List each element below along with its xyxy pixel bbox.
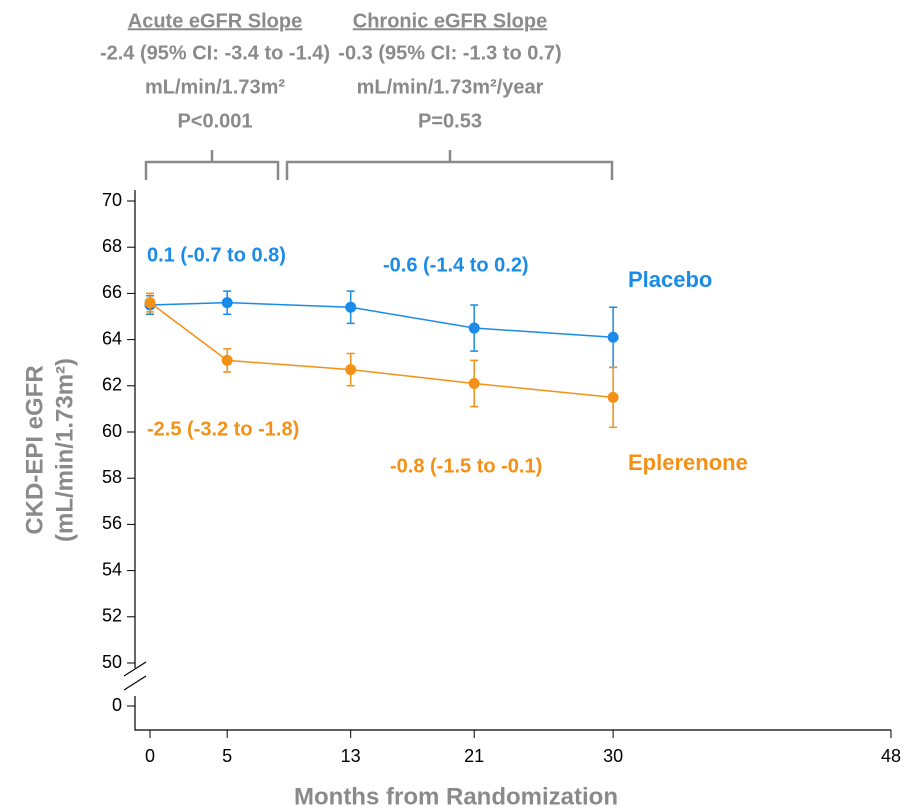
legend-label: Placebo: [628, 267, 712, 292]
x-tick-label: 30: [603, 746, 623, 766]
point: [345, 301, 357, 313]
slope-label: 0.1 (-0.7 to 0.8): [147, 244, 286, 266]
slope-label: -0.6 (-1.4 to 0.2): [383, 254, 529, 276]
y-tick-label: 52: [102, 606, 122, 626]
x-tick-label: 21: [464, 746, 484, 766]
acute-header: Acute eGFR Slope: [128, 10, 302, 32]
y-tick-label: 0: [112, 695, 122, 715]
chronic-header: mL/min/1.73m²/year: [357, 76, 544, 98]
point: [607, 391, 619, 403]
axis-break: [123, 661, 147, 691]
chronic-bracket: [285, 150, 614, 180]
acute-header: mL/min/1.73m²: [145, 76, 285, 98]
x-tick-label: 13: [341, 746, 361, 766]
point: [468, 377, 480, 389]
y-tick-label: 56: [102, 513, 122, 533]
x-axis-title: Months from Randomization: [294, 783, 618, 810]
y-axis-title: CKD-EPI eGFR: [21, 365, 48, 534]
point: [221, 354, 233, 366]
y-axis-title: (mL/min/1.73m²): [51, 358, 78, 542]
chronic-header: Chronic eGFR Slope: [353, 10, 547, 32]
chronic-header: -0.3 (95% CI: -1.3 to 0.7): [338, 42, 561, 64]
x-tick-label: 48: [881, 746, 901, 766]
point: [144, 297, 156, 309]
legend-label: Eplerenone: [628, 450, 748, 475]
point: [221, 297, 233, 309]
y-tick-label: 68: [102, 236, 122, 256]
chronic-header: P=0.53: [418, 110, 482, 132]
point: [345, 364, 357, 376]
series-line: [149, 301, 614, 339]
y-tick-label: 50: [102, 652, 122, 672]
series-line: [149, 302, 614, 399]
acute-header: -2.4 (95% CI: -3.4 to -1.4): [100, 42, 330, 64]
slope-label: -2.5 (-3.2 to -1.8): [147, 418, 299, 440]
y-tick-label: 66: [102, 282, 122, 302]
y-tick-label: 70: [102, 190, 122, 210]
y-tick-label: 60: [102, 421, 122, 441]
acute-header: P<0.001: [177, 110, 252, 132]
point: [607, 331, 619, 343]
axes: [134, 190, 891, 731]
point: [468, 322, 480, 334]
acute-bracket: [144, 150, 280, 180]
y-tick-label: 54: [102, 559, 122, 579]
x-tick-label: 0: [145, 746, 155, 766]
slope-label: -0.8 (-1.5 to -0.1): [390, 455, 542, 477]
x-tick-label: 5: [222, 746, 232, 766]
y-tick-label: 58: [102, 467, 122, 487]
y-tick-label: 62: [102, 375, 122, 395]
y-tick-label: 64: [102, 328, 122, 348]
